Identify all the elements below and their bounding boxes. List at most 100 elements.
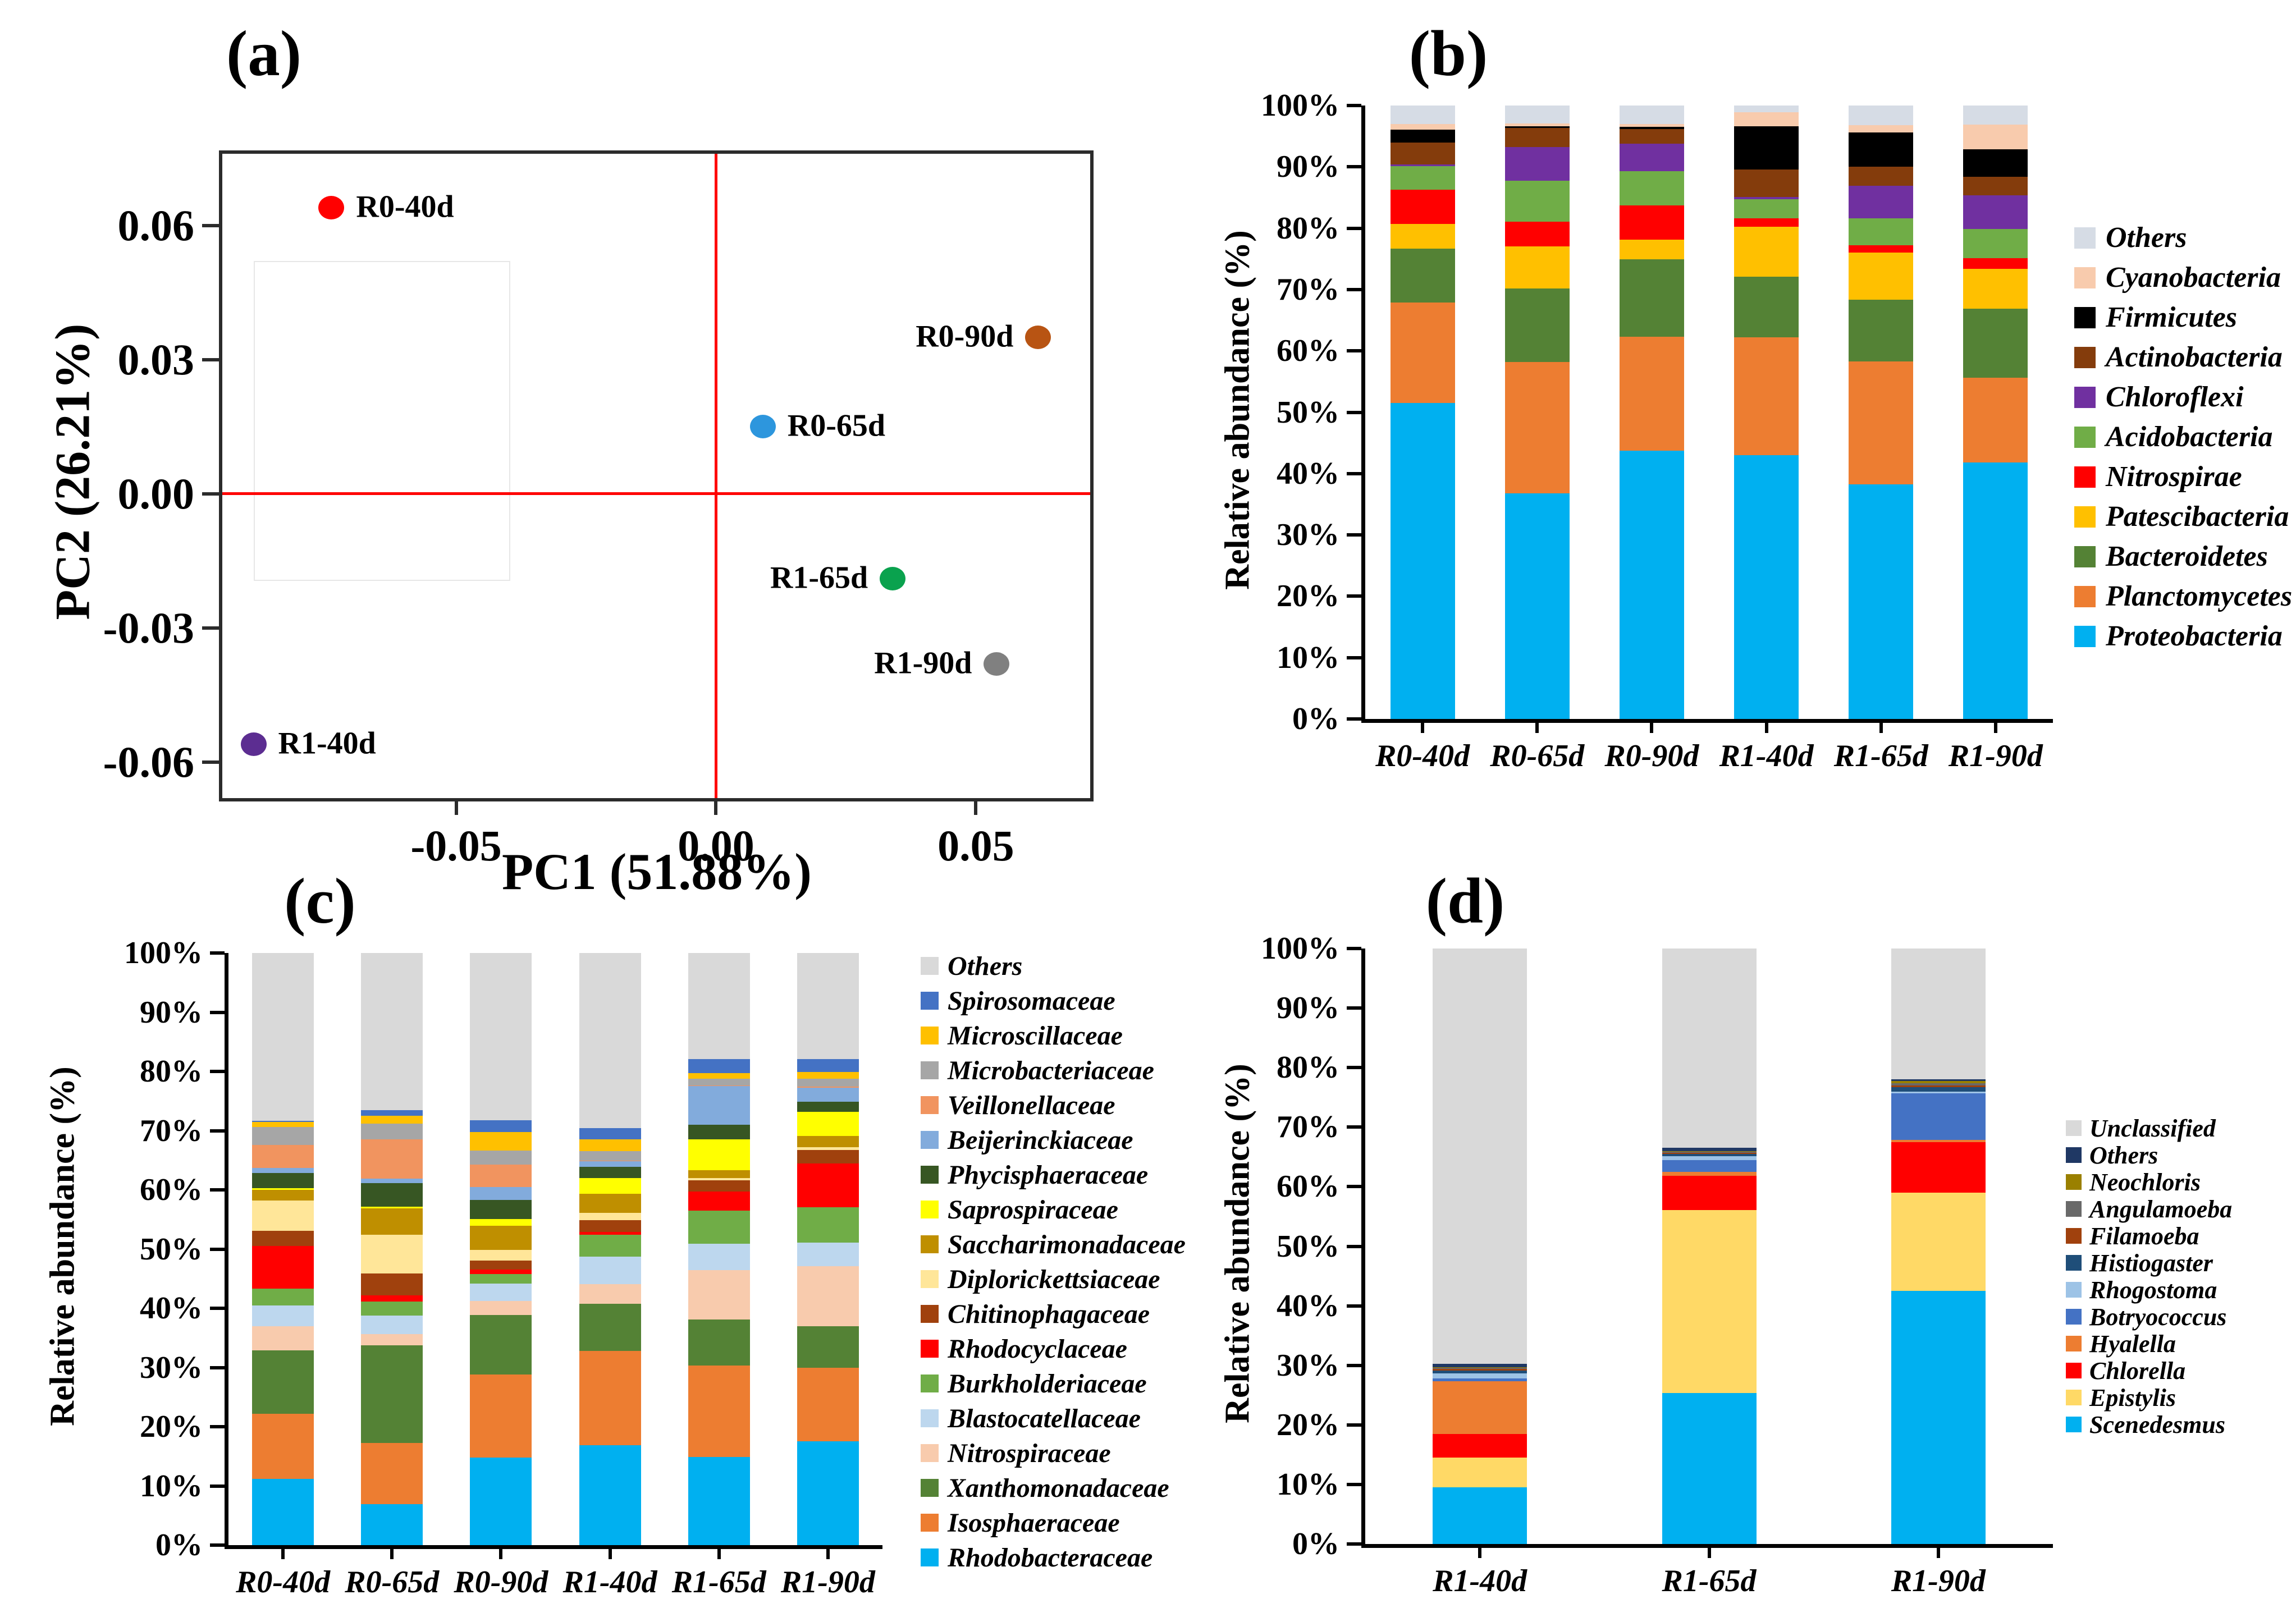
bar-segment-Chitinophagaceae xyxy=(688,1180,750,1192)
bar-segment-Veillonellaceae xyxy=(688,1085,750,1087)
legend-label-Nitrospiraceae: Nitrospiraceae xyxy=(948,1438,1111,1468)
bar-segment-Others xyxy=(470,953,532,1120)
panel-a-y-axis-label: PC2 (26.21%) xyxy=(45,323,100,620)
legend-item-Rhodobacteraceae: Rhodobacteraceae xyxy=(921,1540,1186,1575)
y-tick-label: 90% xyxy=(140,995,203,1030)
legend-item-Rhogostoma: Rhogostoma xyxy=(2066,1276,2232,1304)
y-tick-label: 0.03 xyxy=(117,335,195,384)
legend-swatch-Epistylis xyxy=(2066,1390,2082,1405)
y-tick-label: 50% xyxy=(140,1231,203,1267)
bar-segment-Burkholderiaceae xyxy=(688,1210,750,1244)
y-tick-mark xyxy=(1347,226,1361,230)
legend-swatch-Microbacteriaceae xyxy=(921,1061,939,1079)
legend-swatch-Saccharimonadaceae xyxy=(921,1235,939,1253)
y-tick-mark xyxy=(1347,165,1361,169)
bar-segment-Saprospiraceae xyxy=(579,1178,641,1194)
y-tick-label: 70% xyxy=(1277,272,1339,307)
y-tick-mark xyxy=(1347,1006,1361,1010)
y-tick-label: 100% xyxy=(1261,931,1339,966)
bar-segment-Proteobacteria xyxy=(1849,484,1914,719)
bar-segment-Firmicutes xyxy=(1619,127,1684,129)
legend-swatch-Phycisphaeraceae xyxy=(921,1166,939,1184)
bar-segment-Saprospiraceae xyxy=(252,1188,314,1190)
bar-segment-Beijerinckiaceae xyxy=(470,1186,532,1200)
legend-swatch-Firmicutes xyxy=(2074,306,2096,328)
bar-segment-Bacteroidetes xyxy=(1504,288,1570,362)
category-label-R1-90d: R1-90d xyxy=(1891,1564,1986,1598)
bar-segment-Xanthomonadaceae xyxy=(361,1345,423,1443)
legend-item-Phycisphaeraceae: Phycisphaeraceae xyxy=(921,1157,1186,1192)
legend-swatch-Rhodocyclaceae xyxy=(921,1340,939,1358)
y-tick-mark xyxy=(210,1366,225,1369)
legend-item-Veillonellaceae: Veillonellaceae xyxy=(921,1088,1186,1122)
panel-a-pca-scatter: (a) PC2 (26.21%) -0.05 0.00 0.05 0.06 0.03 0.… xyxy=(0,0,1151,954)
bar-segment-Phycisphaeraceae xyxy=(797,1101,859,1112)
legend-swatch-Xanthomonadaceae xyxy=(921,1479,939,1497)
bar-segment-Phycisphaeraceae xyxy=(579,1166,641,1178)
y-tick-mark xyxy=(210,1070,225,1073)
panel-d-legend: Unclassified Others Neochloris Angulamoeba F… xyxy=(2066,1115,2232,1438)
x-tick-mark xyxy=(390,1549,394,1559)
bar-segment-Burkholderiaceae xyxy=(252,1289,314,1305)
bar-segment-Burkholderiaceae xyxy=(579,1235,641,1257)
legend-swatch-Veillonellaceae xyxy=(921,1096,939,1114)
scatter-label-R0-90d: R0-90d xyxy=(916,319,1014,354)
legend-label-Rhodobacteraceae: Rhodobacteraceae xyxy=(948,1542,1153,1573)
bar-segment-Spirosomaceae xyxy=(688,1059,750,1074)
bar-segment-Angulamoeba xyxy=(1433,1367,1527,1369)
x-tick-mark xyxy=(1993,723,1997,733)
legend-item-Cyanobacteria: Cyanobacteria xyxy=(2074,258,2292,297)
legend-label-Rhogostoma: Rhogostoma xyxy=(2089,1276,2217,1304)
legend-swatch-Nitrospiraceae xyxy=(921,1444,939,1462)
legend-swatch-Rhodobacteraceae xyxy=(921,1548,939,1566)
legend-item-Neochloris: Neochloris xyxy=(2066,1169,2232,1196)
y-tick-label: 0.00 xyxy=(117,469,195,518)
y-tick-label: 70% xyxy=(140,1113,203,1148)
x-tick-mark xyxy=(717,1549,721,1559)
scatter-point-R1-40d xyxy=(240,732,267,757)
bar-segment-Actinobacteria xyxy=(1963,176,2028,195)
bar-segment-Saprospiraceae xyxy=(361,1206,423,1208)
bar-segment-Diplorickettsiaceae xyxy=(252,1201,314,1231)
category-label-R0-65d: R0-65d xyxy=(1490,739,1585,773)
scatter-point-R1-65d xyxy=(880,567,906,591)
legend-item-Patescibacteria: Patescibacteria xyxy=(2074,497,2292,537)
bar-segment-Others xyxy=(579,953,641,1129)
legend-label-Planctomycetes: Planctomycetes xyxy=(2106,580,2293,612)
bar-segment-Planctomycetes xyxy=(1619,337,1684,451)
category-label-R1-65d: R1-65d xyxy=(1662,1564,1757,1598)
y-tick-label: 60% xyxy=(1277,333,1339,369)
scatter-label-R1-40d: R1-40d xyxy=(278,726,376,762)
panel-a-title: (a) xyxy=(226,18,302,89)
panel-c-plot-area: 0% 10% 20% 30% 40% 50% 60% 70% 80% 90% 100% R0-40d R… xyxy=(124,936,882,1599)
bar-segment-Rhodocyclaceae xyxy=(252,1246,314,1289)
bar-segment-Chlorella xyxy=(1891,1142,1986,1193)
bar-segment-Rhodobacteraceae xyxy=(688,1456,750,1545)
bar-segment-Nitrospiraceae xyxy=(252,1326,314,1350)
bar-segment-Microscillaceae xyxy=(470,1131,532,1151)
bar-segment-Microscillaceae xyxy=(361,1116,423,1124)
legend-label-Phycisphaeraceae: Phycisphaeraceae xyxy=(948,1160,1149,1190)
y-tick-label: 80% xyxy=(1277,1050,1339,1085)
y-tick-label: -0.06 xyxy=(103,737,194,787)
zero-line-horizontal xyxy=(222,492,1090,496)
legend-item-Others: Others xyxy=(2074,218,2292,258)
bar-segment-Rhogostoma xyxy=(1433,1373,1527,1379)
bar-segment-Spirosomaceae xyxy=(252,1120,314,1122)
y-tick-mark xyxy=(202,760,219,764)
panel-b-y-axis-label: Relative abundance (%) xyxy=(1218,230,1257,590)
bar-segment-Chitinophagaceae xyxy=(797,1150,859,1163)
bar-segment-Rhodocyclaceae xyxy=(579,1231,641,1235)
legend-item-Nitrospiraceae: Nitrospiraceae xyxy=(921,1436,1186,1470)
bar-segment-Filamoeba xyxy=(1433,1369,1527,1371)
y-tick-mark xyxy=(1347,1363,1361,1367)
y-tick-label: 100% xyxy=(124,936,203,970)
legend-swatch-Others xyxy=(921,957,939,975)
legend-label-Veillonellaceae: Veillonellaceae xyxy=(948,1090,1115,1120)
bar-segment-Microbacteriaceae xyxy=(579,1151,641,1161)
category-label-R1-65d: R1-65d xyxy=(671,1565,766,1599)
bar-segment-Bacteroidetes xyxy=(1390,248,1455,303)
bar-segment-Patescibacteria xyxy=(1963,268,2028,309)
legend-label-Hyalella: Hyalella xyxy=(2089,1330,2176,1358)
y-tick-mark xyxy=(210,951,225,955)
